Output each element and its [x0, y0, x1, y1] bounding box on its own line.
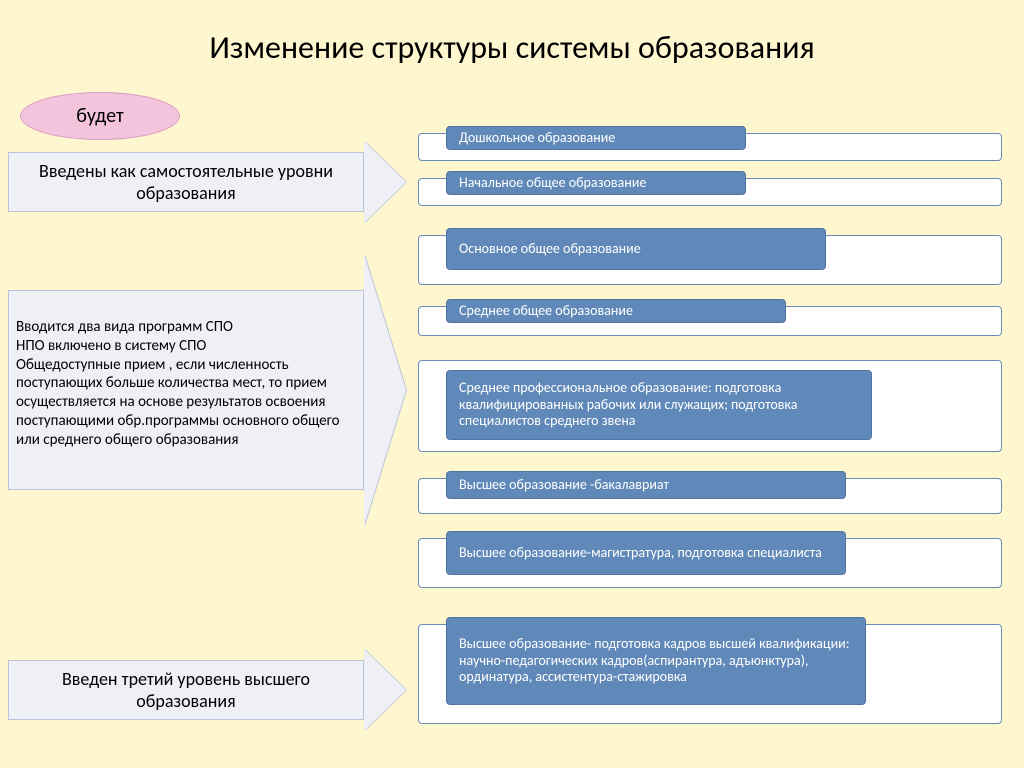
- paragraph-line: НПО включено в систему СПО: [16, 337, 356, 356]
- level-label: Среднее профессиональное образование: по…: [459, 380, 859, 430]
- level-front: Среднее общее образование: [446, 299, 786, 323]
- arrow-third-level: Введен третий уровень высшего образовани…: [8, 660, 406, 720]
- slide-canvas: Изменение структуры системы образования …: [0, 0, 1024, 768]
- oval-budet-label: будет: [76, 104, 123, 128]
- level-label: Среднее общее образование: [459, 303, 633, 320]
- slide-title: Изменение структуры системы образования: [0, 28, 1024, 67]
- oval-budet: будет: [20, 92, 180, 140]
- level-label: Основное общее образование: [459, 241, 641, 258]
- arrow-third-level-label: Введен третий уровень высшего образовани…: [17, 668, 355, 712]
- level-front: Высшее образование- подготовка кадров вы…: [446, 617, 866, 705]
- paragraph-line: Вводится два вида программ СПО: [16, 318, 356, 337]
- level-front: Высшее образование -бакалавриат: [446, 471, 846, 499]
- arrow-head-icon: [364, 649, 406, 731]
- level-front: Дошкольное образование: [446, 126, 746, 150]
- arrow-head-icon: [364, 254, 406, 526]
- level-front: Основное общее образование: [446, 228, 826, 270]
- level-label: Высшее образование- подготовка кадров вы…: [459, 636, 853, 686]
- level-label: Высшее образование -бакалавриат: [459, 477, 669, 494]
- arrow-independent-levels: Введены как самостоятельные уровни образ…: [8, 152, 406, 212]
- level-front: Среднее профессиональное образование: по…: [446, 370, 872, 440]
- arrow-independent-levels-label: Введены как самостоятельные уровни образ…: [17, 160, 355, 204]
- level-front: Высшее образование-магистратура, подгото…: [446, 531, 846, 575]
- level-label: Высшее образование-магистратура, подгото…: [459, 545, 822, 562]
- paragraph-line: Общедоступные прием , если численность п…: [16, 356, 356, 450]
- level-label: Начальное общее образование: [459, 175, 646, 192]
- level-front: Начальное общее образование: [446, 171, 746, 195]
- spo-paragraph: Вводится два вида программ СПОНПО включе…: [16, 318, 356, 449]
- level-label: Дошкольное образование: [459, 130, 615, 147]
- arrow-head-icon: [364, 141, 406, 223]
